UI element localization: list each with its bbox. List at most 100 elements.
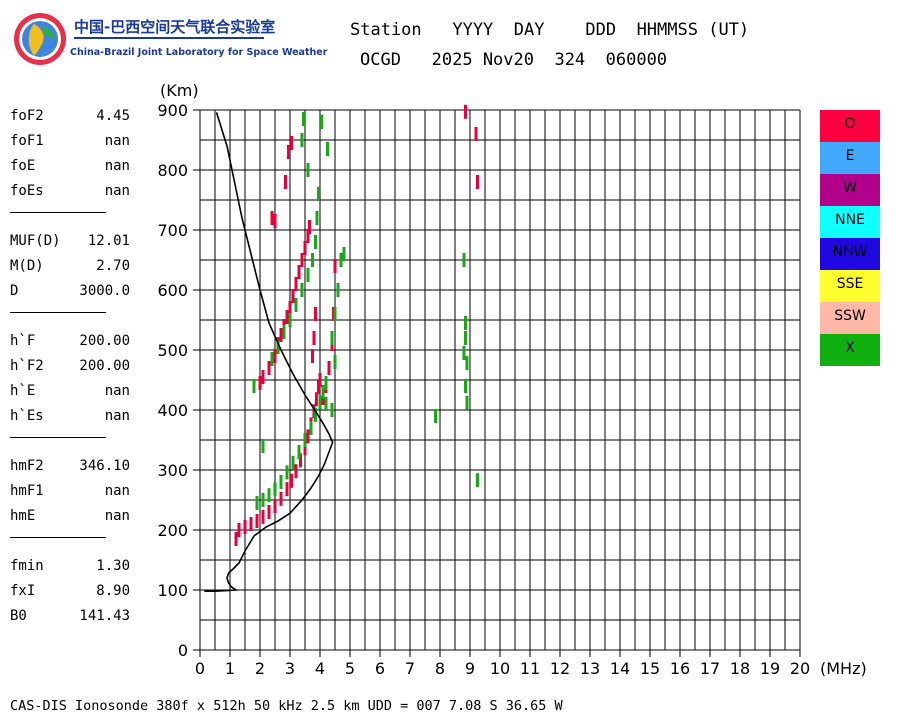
y-tick-label: 100 <box>157 581 188 600</box>
echo-point-x <box>321 385 325 399</box>
param-value: 346.10 <box>79 458 130 474</box>
param-label: D <box>10 283 19 299</box>
echo-point-o <box>237 523 241 537</box>
param-label: B0 <box>10 608 27 624</box>
param-label: foF1 <box>10 133 44 149</box>
echo-point-x <box>309 421 313 435</box>
param-label: h`F <box>10 333 36 349</box>
param-label: fmin <box>10 558 44 574</box>
param-row: hmF1 nan <box>10 483 140 503</box>
param-row: h`Es nan <box>10 408 140 428</box>
echo-point-x <box>465 395 469 410</box>
x-tick-label: 1 <box>225 659 235 678</box>
legend-entry: NNW <box>820 238 880 270</box>
param-label: MUF(D) <box>10 233 61 249</box>
echo-point-o <box>279 491 283 506</box>
echo-point-o <box>297 265 301 279</box>
y-tick-label: 900 <box>157 101 188 120</box>
echo-point-o <box>290 136 293 150</box>
echo-point-o <box>285 310 289 324</box>
echo-point-x <box>300 133 304 147</box>
echo-point-o <box>279 328 283 342</box>
echo-point-o <box>294 277 298 291</box>
echo-point-o <box>318 373 322 387</box>
echo-point-x <box>465 356 469 371</box>
x-tick-label: 19 <box>760 659 780 678</box>
echo-point-o <box>273 349 277 363</box>
echo-point-o <box>255 514 259 528</box>
echo-point-o <box>288 301 292 315</box>
echo-point-x <box>288 313 292 327</box>
echo-point-x <box>297 445 301 459</box>
x-tick-label: 9 <box>465 659 475 678</box>
param-row: h`F 200.00 <box>10 333 140 353</box>
echo-point-x <box>311 253 314 267</box>
x-tick-label: 3 <box>285 659 295 678</box>
echo-point-x <box>314 235 317 249</box>
param-row: B0 141.43 <box>10 608 140 628</box>
echo-point-x <box>276 340 280 354</box>
x-axis-label: (MHz) <box>820 659 867 678</box>
echo-point-o <box>314 392 318 407</box>
echo-point-o <box>300 253 304 267</box>
param-row: D 3000.0 <box>10 283 140 303</box>
echo-point-o <box>273 214 277 228</box>
echo-point-x <box>291 455 295 470</box>
param-value: 2.70 <box>96 258 130 274</box>
param-row: foEs nan <box>10 183 140 203</box>
param-value: 200.00 <box>79 358 130 374</box>
y-tick-label: 300 <box>157 461 188 480</box>
legend-entry: NNE <box>820 206 880 238</box>
echo-point-x <box>285 465 289 480</box>
echo-point-o <box>287 145 290 159</box>
param-label: hmE <box>10 508 36 524</box>
echo-point-x <box>476 473 479 488</box>
x-tick-label: 2 <box>255 659 265 678</box>
echo-point-o <box>312 331 316 345</box>
param-value: 4.45 <box>96 108 130 124</box>
x-tick-label: 15 <box>640 659 660 678</box>
echo-point-o <box>464 104 467 119</box>
echo-point-x <box>320 115 323 129</box>
echo-point-x <box>462 346 466 360</box>
echo-point-x <box>333 307 337 321</box>
logo-chinese-text: 中国-巴西空间天气联合实验室 <box>74 18 276 36</box>
echo-point-o <box>261 370 265 384</box>
x-tick-label: 16 <box>670 659 690 678</box>
x-tick-label: 7 <box>405 659 415 678</box>
echo-point-x <box>315 211 319 225</box>
param-separator <box>10 212 106 213</box>
echo-point-o <box>306 429 310 444</box>
param-separator <box>10 537 106 538</box>
param-value: 3000.0 <box>79 283 130 299</box>
x-tick-label: 13 <box>580 659 600 678</box>
echo-point-o <box>284 175 287 189</box>
echo-point-o <box>267 361 271 375</box>
echo-point-o <box>270 211 274 225</box>
lab-logo: 中国-巴西空间天气联合实验室 China-Brazil Joint Labora… <box>12 10 327 70</box>
param-value: 200.00 <box>79 333 130 349</box>
echo-point-o <box>333 259 337 273</box>
y-tick-label: 500 <box>157 341 188 360</box>
param-label: foEs <box>10 183 44 199</box>
echo-point-x <box>279 475 283 489</box>
instrument-footer: CAS-DIS Ionosonde 380f x 512h 50 kHz 2.5… <box>10 698 563 714</box>
param-separator <box>10 437 106 438</box>
param-row: hmF2 346.10 <box>10 458 140 478</box>
x-tick-label: 0 <box>195 659 205 678</box>
echo-point-x <box>302 112 305 126</box>
y-tick-label: 200 <box>157 521 188 540</box>
param-value: 1.30 <box>96 558 130 574</box>
param-row: foF1 nan <box>10 133 140 153</box>
param-label: foE <box>10 158 36 174</box>
param-value: 12.01 <box>87 233 130 249</box>
header-station-values: OCGD 2025 Nov20 324 060000 <box>360 50 668 70</box>
echo-point-x <box>464 316 467 330</box>
echo-point-x <box>252 379 256 393</box>
param-row: fxI 8.90 <box>10 583 140 603</box>
y-tick-label: 0 <box>178 641 188 660</box>
electron-density-profile-line <box>204 112 334 592</box>
echo-point-x <box>314 407 317 422</box>
param-label: hmF2 <box>10 458 44 474</box>
